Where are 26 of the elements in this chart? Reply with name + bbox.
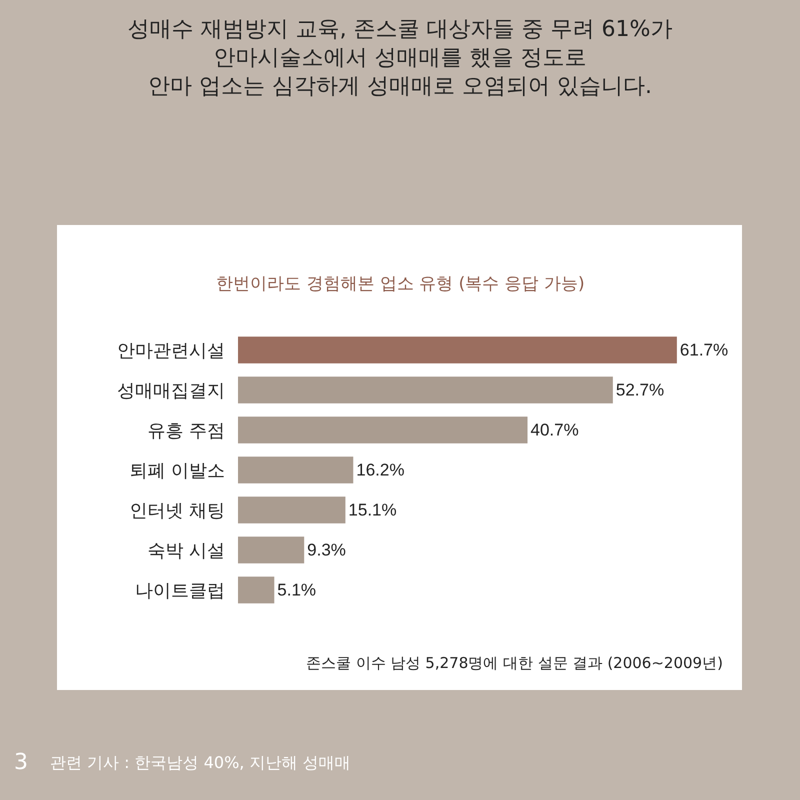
data-label: 40.7%: [530, 420, 579, 440]
y-tick-label: 유흥 주점: [147, 420, 225, 442]
data-label: 61.7%: [680, 340, 728, 360]
chart-title: 성매수 재범방지 교육, 존스쿨 대상자들 중 무려 61%가 안마시술소에서 성매매를 했을 정도로 안마 업소는 심각하게 성매매로 오염되어 있습니다.: [128, 17, 672, 100]
data-label: 9.3%: [307, 540, 346, 560]
data-label: 16.2%: [356, 460, 404, 480]
bar: [238, 336, 677, 364]
bar: [238, 416, 528, 444]
chart-subtitle: 한번이라도 경험해본 업소 유형 (복수 응답 가능): [216, 274, 585, 294]
data-label: 15.1%: [348, 500, 397, 520]
y-tick-label: 퇴폐 이발소: [129, 460, 225, 482]
text: 존스쿨 이수 남성 5,278명에 대한 설문 결과 (2006~2009년): [306, 654, 723, 672]
y-tick-label: 안마관련시설: [117, 340, 225, 362]
bar: [238, 376, 613, 404]
text: 관련 기사 : 한국남성 40%, 지난해 성매매: [50, 753, 351, 772]
bar: [238, 576, 274, 604]
data-label: 5.1%: [277, 580, 316, 600]
y-tick-label: 숙박 시설: [147, 540, 225, 562]
bar: [238, 496, 346, 524]
bar: [238, 536, 304, 564]
data-label: 52.7%: [616, 380, 664, 400]
y-tick-label: 성매매집결지: [117, 380, 225, 402]
y-tick-label: 나이트클럽: [135, 580, 225, 602]
text: 3: [14, 750, 28, 775]
bar: [238, 456, 354, 484]
y-tick-label: 인터넷 채팅: [129, 500, 225, 522]
